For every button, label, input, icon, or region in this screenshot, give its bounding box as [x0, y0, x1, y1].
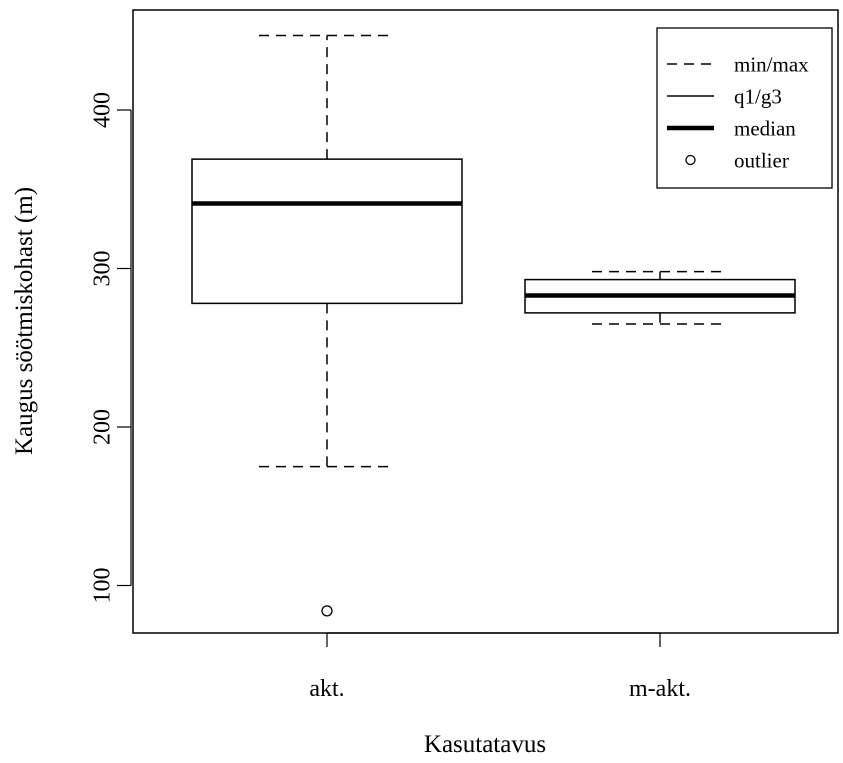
y-tick-label: 200 — [89, 409, 115, 445]
y-tick-label: 100 — [89, 568, 115, 604]
iqr-box — [191, 158, 463, 305]
x-tick-label: m-akt. — [629, 676, 691, 702]
y-tick-label: 400 — [89, 92, 115, 128]
x-axis-label: Kasutatavus — [424, 731, 546, 758]
legend-label: min/max — [734, 52, 809, 76]
legend-label: median — [734, 116, 796, 140]
outlier-point — [321, 605, 333, 617]
box-group-2 — [524, 270, 796, 325]
y-axis-label: Kaugus söötmiskohast (m) — [11, 187, 38, 455]
axis-layer: 100 200 300 400 akt. m-akt. — [89, 92, 691, 702]
legend-label: q1/g3 — [734, 84, 782, 108]
plot-layer — [191, 34, 796, 617]
y-tick-label: 300 — [89, 251, 115, 287]
legend: min/max q1/g3 median outlier — [656, 27, 833, 189]
legend-label: outlier — [734, 148, 789, 172]
legend-swatch-circle — [685, 154, 696, 166]
x-tick-label: akt. — [309, 676, 344, 702]
box-group-1 — [191, 34, 463, 617]
